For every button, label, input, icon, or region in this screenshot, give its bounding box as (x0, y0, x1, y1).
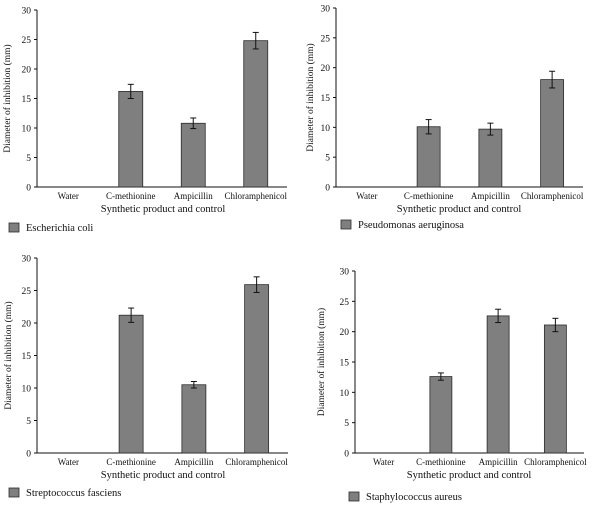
y-tick-label: 25 (321, 34, 331, 44)
y-tick-label: 0 (325, 184, 330, 194)
x-category-label: Chloramphenicol (225, 191, 288, 201)
x-category-label: C-methionine (404, 191, 454, 201)
y-tick-label: 20 (22, 66, 32, 76)
bar-chloramphenicol (243, 40, 269, 188)
x-category-label: C-methionine (106, 191, 156, 201)
legend-swatch (8, 222, 20, 233)
x-category-label: Chloramphenicol (521, 191, 584, 201)
x-category-label: Chloramphenicol (524, 457, 587, 467)
legend-swatch (348, 491, 360, 502)
y-tick-label: 10 (340, 389, 350, 399)
y-tick-label: 5 (325, 154, 330, 164)
bar-ampicillin (486, 315, 510, 454)
legend-label: Streptococcus fasciens (26, 488, 121, 499)
y-tick-label: 0 (344, 450, 349, 460)
y-tick-label: 25 (22, 36, 32, 46)
chart-panel-3: 0 5 10 15 20 25 30 Water C-methionine Ampicillin C… (3, 255, 288, 500)
bar-chloramphenicol (540, 79, 565, 188)
y-tick-label: 20 (22, 320, 32, 330)
bar-chloramphenicol (543, 324, 567, 454)
x-category-label: Water (58, 191, 79, 201)
y-tick-label: 5 (26, 417, 31, 427)
x-category-label: Water (58, 457, 79, 467)
y-tick-label: 30 (22, 7, 32, 17)
y-tick-label: 0 (26, 184, 31, 194)
y-tick-label: 5 (26, 154, 31, 164)
x-axis-title: Synthetic product and control (407, 470, 532, 481)
bar-ampicillin (180, 122, 206, 188)
chart-panel-2: 0 5 10 15 20 25 30 Water C-methionine Ampicillin C… (305, 5, 584, 232)
y-tick-label: 20 (340, 328, 350, 338)
bar-ampicillin (181, 384, 207, 454)
bar-c-methionine (429, 376, 453, 454)
y-tick-label: 20 (321, 64, 331, 74)
x-category-label: C-methionine (416, 457, 466, 467)
legend-label: Pseudomonas aeruginosa (358, 220, 464, 231)
x-category-label: Ampicillin (479, 457, 518, 467)
y-tick-label: 10 (22, 125, 32, 135)
bar-c-methionine (118, 91, 144, 188)
legend-label: Escherichia coli (26, 223, 93, 234)
y-tick-label: 15 (22, 352, 32, 362)
y-tick-label: 15 (340, 359, 350, 369)
x-category-label: C-methionine (106, 457, 156, 467)
y-tick-label: 0 (26, 450, 31, 460)
legend-swatch (8, 487, 20, 498)
x-category-label: Ampicillin (174, 457, 213, 467)
y-tick-label: 30 (321, 5, 331, 15)
y-tick-label: 25 (22, 287, 32, 297)
chart-panel-4: 0 5 10 15 20 25 30 Water C-methionine Ampicillin C… (316, 268, 587, 504)
y-tick-label: 5 (344, 419, 349, 429)
legend-label: Staphylococcus aureus (366, 492, 462, 503)
bar-chloramphenicol (244, 284, 270, 454)
y-tick-label: 30 (22, 255, 32, 265)
y-tick-label: 15 (22, 95, 32, 105)
y-axis-title: Diameter of inhibition (mm) (2, 44, 13, 152)
y-axis-title: Diameter of inhibition (mm) (305, 43, 316, 151)
bar-c-methionine (416, 126, 441, 188)
chart-panel-1: 0 5 10 15 20 25 30 Water C-methionine Ampicillin C… (2, 7, 287, 235)
y-axis-title: Diameter of inhibition (mm) (316, 308, 327, 416)
x-category-label: Water (373, 457, 394, 467)
bar-ampicillin (478, 128, 503, 188)
bar-c-methionine (118, 314, 144, 454)
y-tick-label: 15 (321, 94, 331, 104)
x-axis-title: Synthetic product and control (101, 204, 226, 215)
x-axis-title: Synthetic product and control (101, 470, 226, 481)
y-tick-label: 10 (22, 385, 32, 395)
y-tick-label: 30 (340, 268, 350, 278)
x-category-label: Chloramphenicol (225, 457, 288, 467)
x-category-label: Ampicillin (471, 191, 510, 201)
x-axis-title: Synthetic product and control (397, 204, 522, 215)
y-axis-title: Diameter of inhibition (mm) (3, 301, 14, 409)
x-category-label: Ampicillin (174, 191, 213, 201)
y-tick-label: 25 (340, 298, 350, 308)
x-category-label: Water (356, 191, 377, 201)
legend-swatch (340, 219, 352, 230)
y-tick-label: 10 (321, 124, 331, 134)
